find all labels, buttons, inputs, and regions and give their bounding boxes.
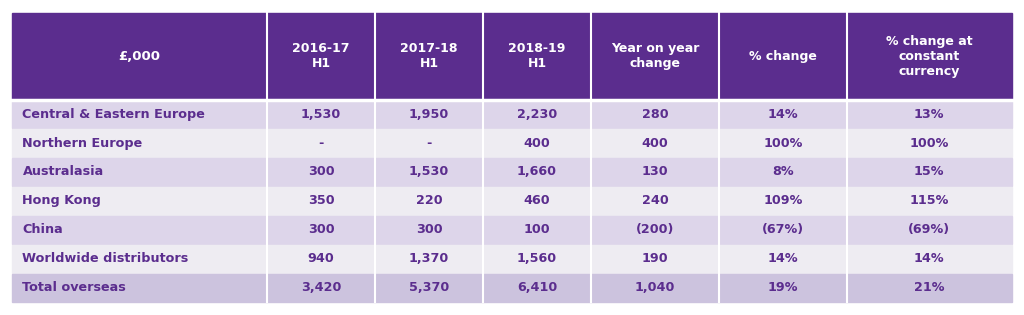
Bar bbox=[12, 245, 1012, 273]
Text: Worldwide distributors: Worldwide distributors bbox=[23, 252, 188, 266]
Bar bbox=[12, 187, 1012, 215]
Text: Year on year
change: Year on year change bbox=[610, 42, 699, 70]
Text: 190: 190 bbox=[642, 252, 669, 266]
Text: 6,410: 6,410 bbox=[517, 281, 557, 295]
Text: 13%: 13% bbox=[914, 107, 944, 121]
Text: 115%: 115% bbox=[909, 194, 949, 208]
Text: 400: 400 bbox=[523, 136, 550, 150]
Text: 1,560: 1,560 bbox=[517, 252, 557, 266]
Text: 350: 350 bbox=[308, 194, 335, 208]
Text: 1,370: 1,370 bbox=[409, 252, 450, 266]
Text: Australasia: Australasia bbox=[23, 165, 103, 179]
Text: 2018-19
H1: 2018-19 H1 bbox=[508, 42, 565, 70]
Text: 19%: 19% bbox=[768, 281, 798, 295]
Text: 15%: 15% bbox=[914, 165, 944, 179]
Text: 130: 130 bbox=[642, 165, 669, 179]
Text: 300: 300 bbox=[416, 223, 442, 237]
Bar bbox=[12, 216, 1012, 244]
Text: 2017-18
H1: 2017-18 H1 bbox=[400, 42, 458, 70]
Text: 1,040: 1,040 bbox=[635, 281, 675, 295]
Bar bbox=[12, 129, 1012, 157]
Bar bbox=[12, 158, 1012, 186]
Text: % change at
constant
currency: % change at constant currency bbox=[886, 35, 973, 77]
Text: 21%: 21% bbox=[914, 281, 944, 295]
Text: 460: 460 bbox=[523, 194, 550, 208]
Text: 14%: 14% bbox=[768, 107, 798, 121]
Text: 940: 940 bbox=[308, 252, 335, 266]
Bar bbox=[12, 13, 1012, 100]
Text: Total overseas: Total overseas bbox=[23, 281, 126, 295]
Text: 280: 280 bbox=[642, 107, 669, 121]
Bar bbox=[12, 274, 1012, 302]
Text: (200): (200) bbox=[636, 223, 674, 237]
Text: 300: 300 bbox=[308, 223, 335, 237]
Text: 3,420: 3,420 bbox=[301, 281, 341, 295]
Text: (69%): (69%) bbox=[908, 223, 950, 237]
Text: 1,660: 1,660 bbox=[517, 165, 557, 179]
Text: Northern Europe: Northern Europe bbox=[23, 136, 142, 150]
Text: Central & Eastern Europe: Central & Eastern Europe bbox=[23, 107, 206, 121]
Text: 220: 220 bbox=[416, 194, 442, 208]
Text: Hong Kong: Hong Kong bbox=[23, 194, 101, 208]
Text: -: - bbox=[318, 136, 324, 150]
Text: 5,370: 5,370 bbox=[409, 281, 450, 295]
Text: % change: % change bbox=[749, 49, 817, 63]
Text: 1,530: 1,530 bbox=[301, 107, 341, 121]
Text: 109%: 109% bbox=[763, 194, 803, 208]
Text: 14%: 14% bbox=[914, 252, 944, 266]
Text: -: - bbox=[426, 136, 432, 150]
Text: China: China bbox=[23, 223, 63, 237]
Text: 300: 300 bbox=[308, 165, 335, 179]
Text: (67%): (67%) bbox=[762, 223, 804, 237]
Text: £,000: £,000 bbox=[119, 49, 161, 63]
Bar bbox=[12, 100, 1012, 128]
Text: 240: 240 bbox=[642, 194, 669, 208]
Text: 400: 400 bbox=[642, 136, 669, 150]
Text: 14%: 14% bbox=[768, 252, 798, 266]
Text: 100: 100 bbox=[523, 223, 550, 237]
Text: 100%: 100% bbox=[909, 136, 949, 150]
Text: 2,230: 2,230 bbox=[517, 107, 557, 121]
Text: 8%: 8% bbox=[772, 165, 794, 179]
Text: 100%: 100% bbox=[763, 136, 803, 150]
Text: 2016-17
H1: 2016-17 H1 bbox=[293, 42, 350, 70]
Text: 1,530: 1,530 bbox=[409, 165, 450, 179]
Text: 1,950: 1,950 bbox=[409, 107, 450, 121]
